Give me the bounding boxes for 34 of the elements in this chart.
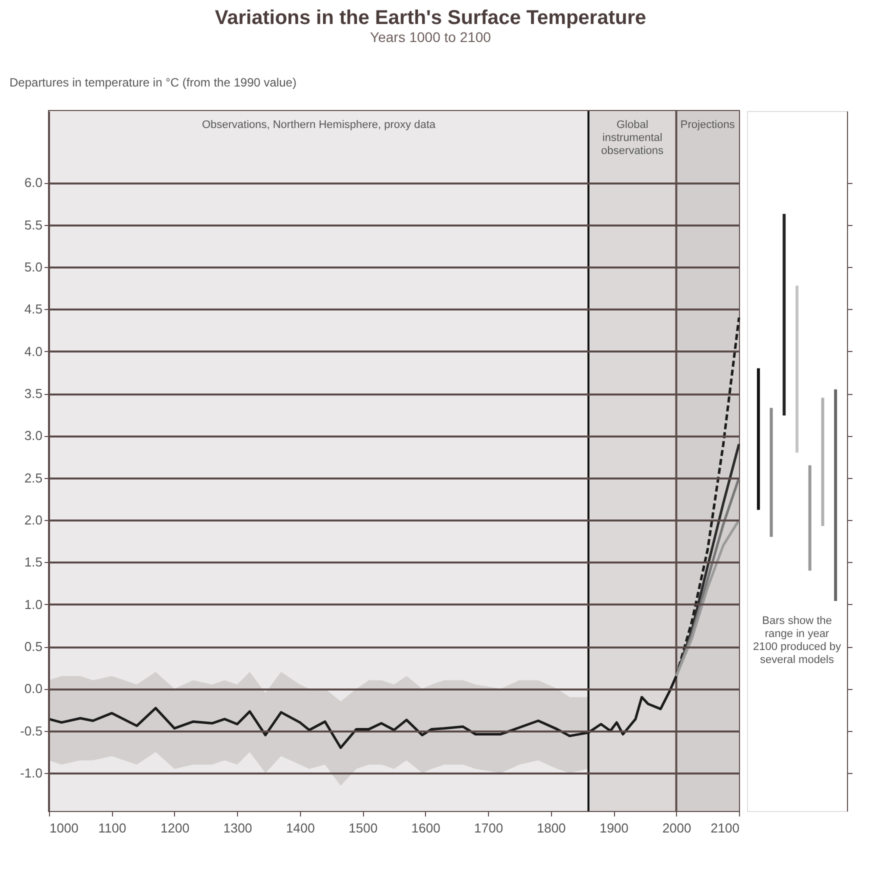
band-label: Observations, Northern Hemisphere, proxy data: [202, 119, 436, 131]
chart-subtitle: Years 1000 to 2100: [370, 29, 492, 45]
y-tick-label: 3.0: [24, 428, 42, 444]
y-tick-label: 2.0: [24, 512, 42, 528]
x-tick-label: 1600: [411, 820, 440, 836]
band-label: Projections: [680, 119, 736, 131]
x-tick-label: 2000: [662, 820, 692, 836]
y-tick-label: 1.0: [24, 596, 42, 612]
x-tick-label: 1100: [98, 820, 126, 836]
x-tick-label: 1400: [286, 820, 315, 836]
x-tick-label: 1000: [50, 820, 78, 836]
y-tick-label: 1.5: [24, 554, 42, 570]
y-tick-label: -1.0: [20, 766, 42, 781]
y-tick-label: 6.0: [24, 175, 42, 190]
y-tick-label: 4.5: [24, 302, 42, 317]
y-tick-label: 4.0: [24, 344, 42, 359]
x-tick-label: 1500: [348, 820, 378, 836]
x-tick-label: 1700: [474, 820, 504, 836]
x-tick-label: 1800: [536, 820, 566, 836]
y-tick-label: 0.5: [24, 639, 42, 654]
x-tick-label: 2100: [710, 820, 740, 836]
y-tick-label: 3.5: [24, 386, 42, 402]
y-tick-label: -0.5: [20, 723, 42, 738]
y-tick-label: 5.5: [24, 217, 42, 232]
y-tick-label: 2.5: [24, 470, 42, 486]
y-tick-label: 0.0: [24, 681, 42, 696]
annotation: Bars show the range in year 2100 produced by several models: [752, 615, 842, 666]
y-tick-label: 5.0: [24, 260, 42, 275]
y-axis-title: Departures in temperature in °C (from the 1990 value): [10, 76, 296, 90]
band-label: Global instrumental observations: [601, 119, 664, 157]
chart-title: Variations in the Earth's Surface Temperature: [214, 7, 646, 29]
x-tick-label: 1200: [160, 820, 190, 836]
x-tick-label: 1300: [223, 820, 252, 836]
x-tick-label: 1900: [600, 820, 629, 836]
